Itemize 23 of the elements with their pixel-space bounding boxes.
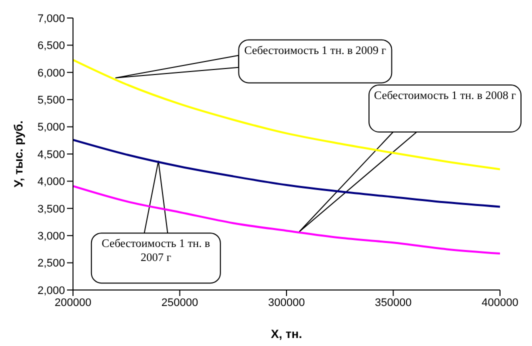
line-series: [73, 185, 500, 255]
x-tick-label: 350000: [374, 296, 412, 309]
annotation: Себестоимость 1 тн. в 2008 г: [374, 90, 516, 102]
x-axis-title: Х, тн.: [270, 327, 302, 341]
y-tick-label: 3,000: [37, 230, 65, 243]
x-tick-label: 300000: [268, 296, 305, 309]
y-tick-label: 7,000: [37, 12, 65, 25]
y-tick-label: 2,500: [37, 258, 65, 270]
annotation: Себестоимость 1 тн. в 2009 г: [244, 44, 386, 57]
x-tick-label: 250000: [161, 296, 198, 309]
y-tick-label: 5,000: [37, 122, 65, 134]
annotation: Себестоимость 1 тн. в 2007 г: [102, 238, 211, 264]
y-tick-label: 4,500: [37, 148, 65, 161]
y-tick-label: 5,500: [37, 94, 65, 107]
y-tick-label: 4,000: [37, 176, 65, 188]
x-tick-label: 400000: [482, 296, 518, 309]
y-tick-label: 6,500: [37, 40, 65, 52]
y-tick-label: 3,500: [37, 203, 65, 216]
x-tick-label: 200000: [54, 296, 92, 309]
y-axis-title: У, тыс. руб.: [11, 120, 26, 188]
y-tick-label: 6,000: [37, 67, 65, 80]
line-series: [73, 138, 500, 208]
y-tick-label: 2,000: [37, 284, 65, 297]
